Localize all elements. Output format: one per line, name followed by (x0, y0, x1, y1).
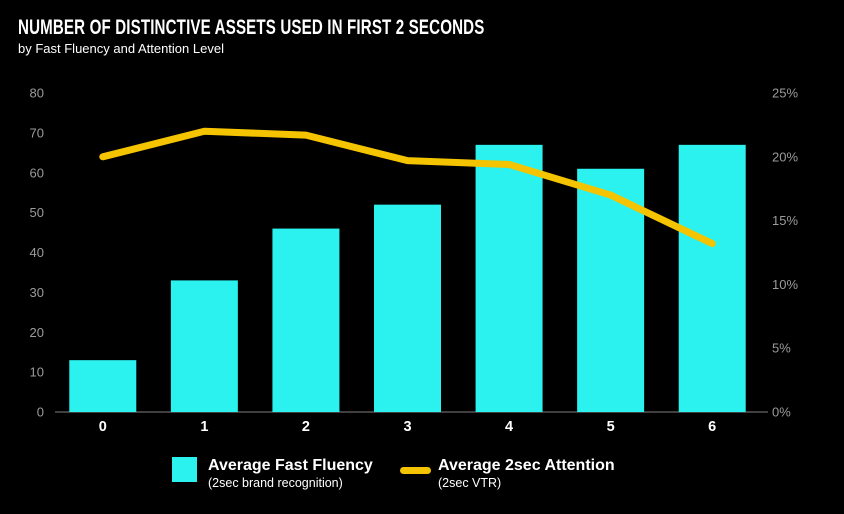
line-series-swatch (400, 467, 431, 474)
legend-sub-attention: (2sec VTR) (438, 476, 502, 490)
legend: Average Fast Fluency (2sec brand recogni… (0, 452, 844, 502)
x-axis-label: 3 (403, 419, 411, 435)
x-axis-label: 4 (505, 419, 513, 435)
x-axis-label: 0 (99, 419, 107, 435)
right-axis-tick: 25% (772, 86, 798, 101)
combo-chart-canvas: 0 10 20 30 40 50 60 70 80 0% 5% 10% 15% 20% 25% 0 1 2 3 4 5 6 (30, 86, 799, 436)
x-axis-label: 2 (302, 419, 310, 435)
bar-category-0 (69, 360, 137, 412)
left-axis-tick: 50 (30, 205, 44, 220)
attention-line (99, 127, 716, 248)
x-axis-label: 5 (607, 419, 615, 435)
right-axis-tick: 0% (772, 405, 791, 420)
right-axis-tick: 15% (772, 213, 798, 228)
bar-category-1 (170, 280, 238, 412)
right-axis-tick: 5% (772, 341, 791, 356)
legend-label-fast-fluency: Average Fast Fluency (208, 457, 373, 474)
right-axis-tick: 20% (772, 149, 798, 164)
bar-series-swatch (172, 457, 197, 482)
legend-item-attention: Average 2sec Attention (2sec VTR) (400, 456, 615, 491)
legend-sub-fast-fluency: (2sec brand recognition) (208, 476, 343, 490)
legend-label-attention: Average 2sec Attention (438, 457, 615, 474)
left-axis-tick: 70 (30, 125, 44, 140)
left-axis-tick: 0 (37, 405, 44, 420)
chart-subtitle: by Fast Fluency and Attention Level (18, 41, 224, 56)
chart-title: NUMBER OF DISTINCTIVE ASSETS USED IN FIR… (18, 16, 485, 39)
x-axis-label: 6 (708, 419, 716, 435)
left-axis-tick: 60 (30, 165, 44, 180)
bar-category-3 (374, 204, 441, 412)
left-axis-tick: 30 (30, 285, 44, 300)
left-axis-tick: 40 (30, 245, 44, 260)
x-axis-label: 1 (200, 419, 208, 435)
left-axis-tick: 80 (30, 86, 44, 101)
bar-category-2 (272, 228, 340, 412)
bar-category-4 (475, 144, 543, 412)
left-axis-tick: 20 (30, 325, 44, 340)
right-axis-tick: 10% (772, 277, 798, 292)
left-axis-tick: 10 (30, 365, 44, 380)
bar-category-6 (678, 144, 746, 412)
legend-item-fast-fluency: Average Fast Fluency (2sec brand recogni… (172, 456, 373, 491)
